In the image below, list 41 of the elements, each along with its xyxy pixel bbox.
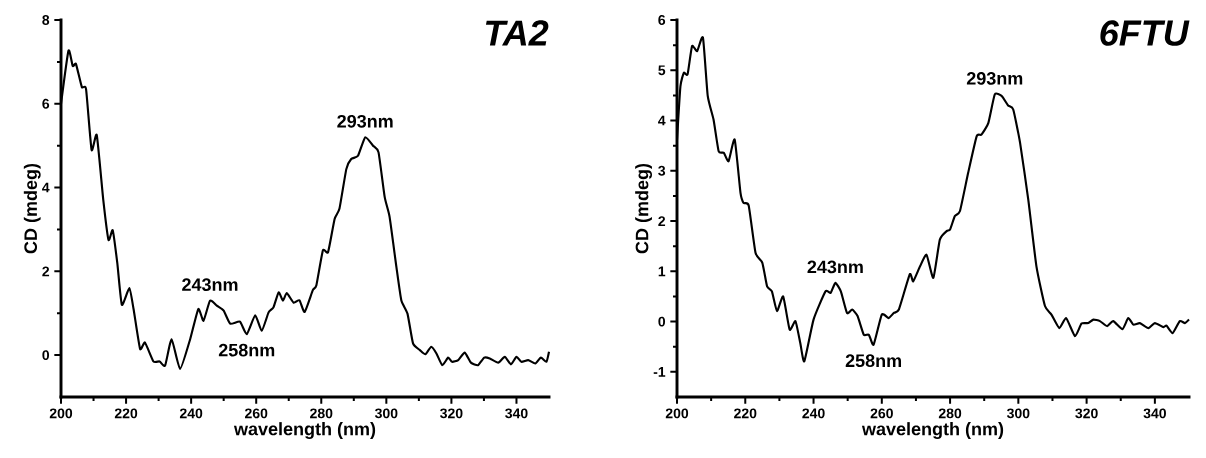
x-tick-label: 220: [114, 408, 138, 419]
x-axis-title: wavelength (nm): [861, 422, 1004, 439]
y-tick-label: 2: [658, 216, 666, 226]
y-tick-label: 6: [42, 98, 50, 109]
chart-title: 6FTU: [1100, 20, 1190, 46]
x-tick-label: 340: [505, 408, 528, 419]
x-tick-label: 300: [374, 408, 398, 419]
x-tick-label: 320: [1075, 408, 1098, 419]
x-tick-label: 240: [179, 408, 203, 419]
x-tick-label: 200: [665, 408, 689, 419]
x-tick-label: 320: [440, 408, 463, 419]
annotation: 243nm: [807, 260, 863, 274]
x-tick-label: 300: [1006, 408, 1030, 419]
y-tick-label: 3: [658, 165, 666, 176]
x-tick-label: 340: [1143, 408, 1166, 419]
y-axis-title: CD (mdeg): [23, 163, 41, 254]
x-tick-label: 220: [734, 408, 757, 419]
y-tick-label: 0: [658, 316, 666, 327]
x-tick-label: 260: [870, 408, 893, 419]
annotation: 258nm: [218, 343, 275, 357]
x-axis-title: wavelength (nm): [233, 422, 376, 439]
y-tick-label: -1: [653, 367, 666, 377]
annotation: 293nm: [966, 72, 1023, 85]
x-tick-label: 260: [245, 408, 268, 419]
y-tick-label: 4: [658, 115, 666, 126]
y-tick-label: 0: [42, 350, 50, 361]
x-tick-label: 280: [310, 408, 333, 419]
annotation: 243nm: [182, 278, 238, 292]
y-tick-label: 1: [658, 266, 666, 277]
chart-title: TA2: [485, 20, 549, 46]
x-tick-label: 280: [938, 408, 962, 419]
x-tick-label: 200: [49, 408, 73, 419]
y-tick-label: 6: [658, 15, 666, 25]
annotation: 293nm: [337, 114, 393, 128]
y-tick-label: 8: [42, 15, 50, 25]
y-axis-title: CD (mdeg): [635, 163, 653, 254]
x-tick-label: 240: [802, 408, 825, 419]
y-tick-label: 4: [42, 182, 50, 193]
y-tick-label: 2: [42, 266, 50, 277]
y-tick-label: 5: [658, 65, 666, 76]
annotation: 258nm: [845, 354, 902, 368]
